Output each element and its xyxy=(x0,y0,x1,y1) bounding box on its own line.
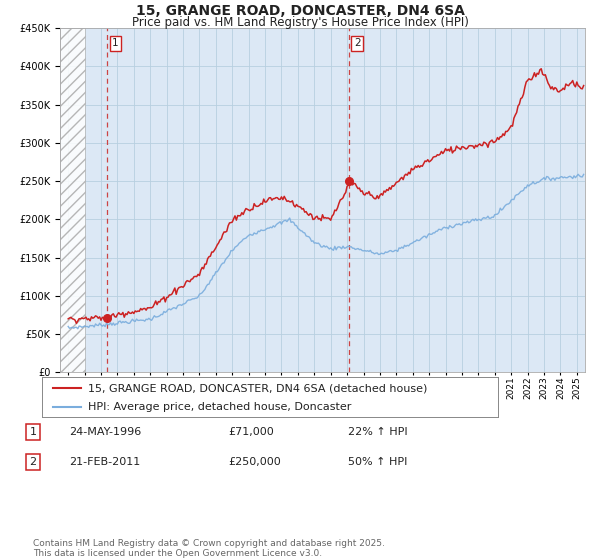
Text: £71,000: £71,000 xyxy=(228,427,274,437)
Text: 2: 2 xyxy=(29,457,37,467)
Text: 21-FEB-2011: 21-FEB-2011 xyxy=(69,457,140,467)
Text: 50% ↑ HPI: 50% ↑ HPI xyxy=(348,457,407,467)
Text: 1: 1 xyxy=(112,38,119,48)
Bar xyxy=(60,28,85,372)
Text: Price paid vs. HM Land Registry's House Price Index (HPI): Price paid vs. HM Land Registry's House … xyxy=(131,16,469,29)
Text: 22% ↑ HPI: 22% ↑ HPI xyxy=(348,427,407,437)
Text: 1: 1 xyxy=(29,427,37,437)
Text: Contains HM Land Registry data © Crown copyright and database right 2025.
This d: Contains HM Land Registry data © Crown c… xyxy=(33,539,385,558)
Text: HPI: Average price, detached house, Doncaster: HPI: Average price, detached house, Donc… xyxy=(88,402,351,412)
Text: 24-MAY-1996: 24-MAY-1996 xyxy=(69,427,141,437)
Text: £250,000: £250,000 xyxy=(228,457,281,467)
Text: 2: 2 xyxy=(354,38,361,48)
Text: 15, GRANGE ROAD, DONCASTER, DN4 6SA: 15, GRANGE ROAD, DONCASTER, DN4 6SA xyxy=(136,4,464,18)
Text: 15, GRANGE ROAD, DONCASTER, DN4 6SA (detached house): 15, GRANGE ROAD, DONCASTER, DN4 6SA (det… xyxy=(88,383,427,393)
